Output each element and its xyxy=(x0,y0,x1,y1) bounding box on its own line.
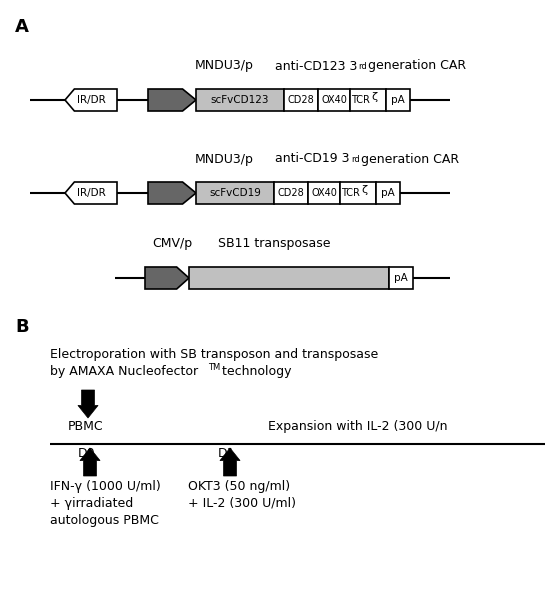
Text: OX40: OX40 xyxy=(321,95,347,105)
Text: D0: D0 xyxy=(78,447,96,460)
Bar xyxy=(376,182,400,204)
Bar xyxy=(389,267,413,289)
Bar xyxy=(340,182,376,204)
Text: CD28: CD28 xyxy=(288,95,315,105)
Text: MNDU3/p: MNDU3/p xyxy=(195,153,254,165)
Text: MNDU3/p: MNDU3/p xyxy=(195,59,254,73)
Text: pA: pA xyxy=(391,95,405,105)
Polygon shape xyxy=(148,182,196,204)
Text: ζ: ζ xyxy=(361,185,367,195)
Polygon shape xyxy=(148,89,196,111)
Text: anti-CD19 3: anti-CD19 3 xyxy=(275,153,349,165)
Bar xyxy=(196,89,284,111)
Text: CD28: CD28 xyxy=(278,188,304,198)
Text: IR/DR: IR/DR xyxy=(76,95,106,105)
Text: D1: D1 xyxy=(218,447,235,460)
Text: generation CAR: generation CAR xyxy=(357,153,459,165)
Text: rd: rd xyxy=(358,62,367,71)
Bar xyxy=(196,182,274,204)
Text: + IL-2 (300 U/ml): + IL-2 (300 U/ml) xyxy=(188,497,296,510)
Polygon shape xyxy=(65,182,117,204)
Text: B: B xyxy=(15,318,29,336)
Bar xyxy=(318,89,350,111)
Text: Expansion with IL-2 (300 U/n: Expansion with IL-2 (300 U/n xyxy=(268,420,448,433)
Polygon shape xyxy=(145,267,189,289)
Text: generation CAR: generation CAR xyxy=(364,59,466,73)
Text: A: A xyxy=(15,18,29,36)
Text: OX40: OX40 xyxy=(311,188,337,198)
Text: rd: rd xyxy=(351,155,360,164)
Text: SB11 transposase: SB11 transposase xyxy=(218,238,331,250)
Text: + γirradiated: + γirradiated xyxy=(50,497,133,510)
Text: IFN-γ (1000 U/ml): IFN-γ (1000 U/ml) xyxy=(50,480,161,493)
Polygon shape xyxy=(78,390,98,418)
Text: scFvCD19: scFvCD19 xyxy=(209,188,261,198)
Text: by AMAXA Nucleofector: by AMAXA Nucleofector xyxy=(50,365,198,378)
Text: autologous PBMC: autologous PBMC xyxy=(50,514,159,527)
Text: TCR: TCR xyxy=(340,188,360,198)
Polygon shape xyxy=(80,448,100,476)
Bar xyxy=(308,182,340,204)
Text: anti-CD123 3: anti-CD123 3 xyxy=(275,59,358,73)
Polygon shape xyxy=(220,448,240,476)
Text: technology: technology xyxy=(218,365,292,378)
Text: scFvCD123: scFvCD123 xyxy=(211,95,270,105)
Text: pA: pA xyxy=(381,188,395,198)
Text: TM: TM xyxy=(208,363,220,372)
Bar xyxy=(274,182,308,204)
Polygon shape xyxy=(65,89,117,111)
Text: IR/DR: IR/DR xyxy=(76,188,106,198)
Bar xyxy=(386,89,410,111)
Text: OKT3 (50 ng/ml): OKT3 (50 ng/ml) xyxy=(188,480,290,493)
Bar xyxy=(189,267,389,289)
Bar xyxy=(284,89,318,111)
Text: ζ: ζ xyxy=(371,92,377,102)
Text: PBMC: PBMC xyxy=(68,420,103,433)
Text: pA: pA xyxy=(394,273,408,283)
Text: CMV/p: CMV/p xyxy=(152,238,192,250)
Text: Electroporation with SB transposon and transposase: Electroporation with SB transposon and t… xyxy=(50,348,378,361)
Text: TCR: TCR xyxy=(350,95,370,105)
Bar xyxy=(350,89,386,111)
